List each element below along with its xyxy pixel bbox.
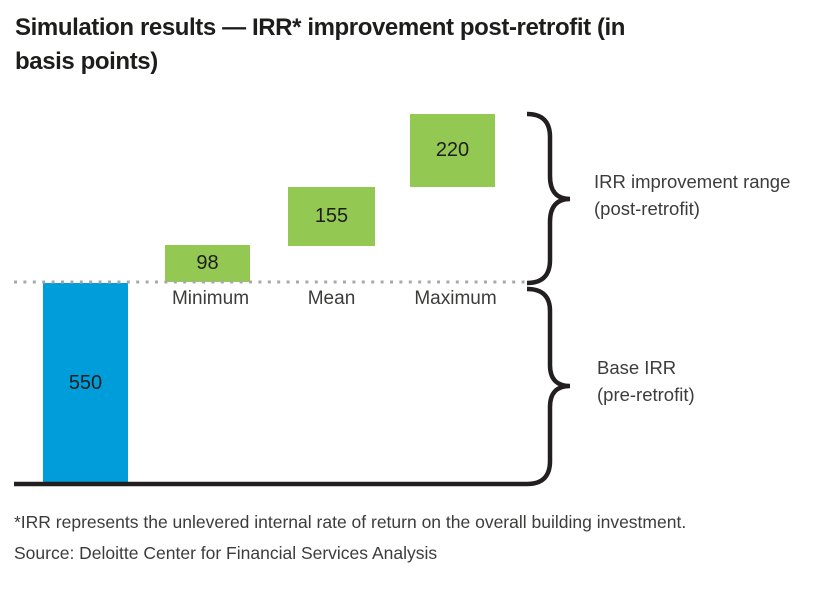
improvement-box-mean-value: 155 (314, 205, 349, 227)
footnotes: *IRR represents the unlevered internal r… (14, 507, 686, 569)
improvement-box-minimum-value: 98 (196, 252, 219, 274)
base-irr-annotation-line2: (pre-retrofit) (597, 384, 695, 405)
base-irr-annotation: Base IRR (pre-retrofit) (597, 354, 695, 408)
improvement-box-mean: 155 (288, 187, 375, 246)
chart-title-line2: basis points) (15, 48, 158, 75)
improvement-range-annotation-line1: IRR improvement range (594, 171, 791, 192)
base-irr-annotation-line1: Base IRR (597, 357, 677, 378)
chart-title-line1: Simulation results — IRR* improvement po… (15, 14, 626, 41)
category-label-minimum: Minimum (171, 288, 250, 309)
improvement-box-minimum: 98 (165, 245, 250, 282)
base-irr-bar: 550 (43, 283, 128, 484)
footnote-irr-definition: *IRR represents the unlevered internal r… (14, 512, 687, 532)
base-irr-bar-value: 550 (68, 372, 103, 394)
chart-title: Simulation results — IRR* improvement po… (15, 11, 625, 79)
top-brace (526, 111, 571, 286)
bottom-brace (526, 286, 571, 487)
category-label-maximum: Maximum (414, 288, 497, 309)
footnote-source: Source: Deloitte Center for Financial Se… (14, 543, 438, 563)
improvement-range-annotation: IRR improvement range (post-retrofit) (594, 168, 790, 222)
improvement-box-maximum: 220 (410, 114, 495, 187)
category-label-mean: Mean (307, 288, 356, 309)
improvement-range-annotation-line2: (post-retrofit) (594, 198, 700, 219)
improvement-box-maximum-value: 220 (435, 139, 470, 161)
